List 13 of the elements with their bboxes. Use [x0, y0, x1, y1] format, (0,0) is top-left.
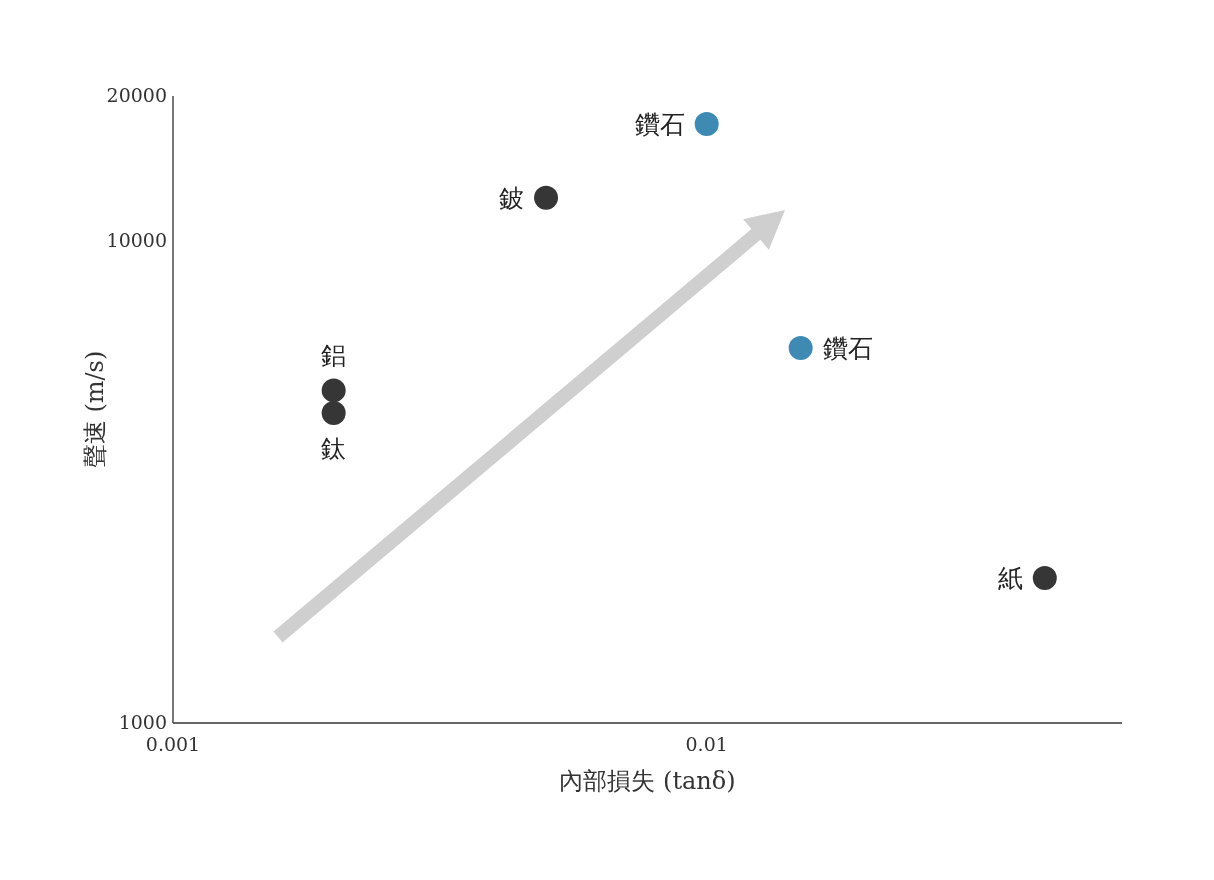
annotation: 鑽石 — [634, 109, 685, 139]
y-tick-label: 1000 — [118, 711, 167, 733]
x-axis-title: 內部損失 (tanδ) — [559, 767, 736, 795]
y-axis-title: 聲速 (m/s) — [81, 350, 109, 469]
x-tick-label: 0.01 — [685, 733, 728, 755]
annotation: 鑽石 — [822, 333, 873, 363]
annotation: 鈹 — [499, 183, 525, 213]
annotation: 鈦 — [321, 433, 347, 463]
annotation: 紙 — [997, 563, 1023, 593]
y-tick-label: 10000 — [106, 229, 167, 252]
x-tick-label: 0.001 — [145, 733, 201, 755]
annotation: 鋁 — [321, 341, 347, 371]
y-tick-label: 20000 — [106, 84, 167, 106]
